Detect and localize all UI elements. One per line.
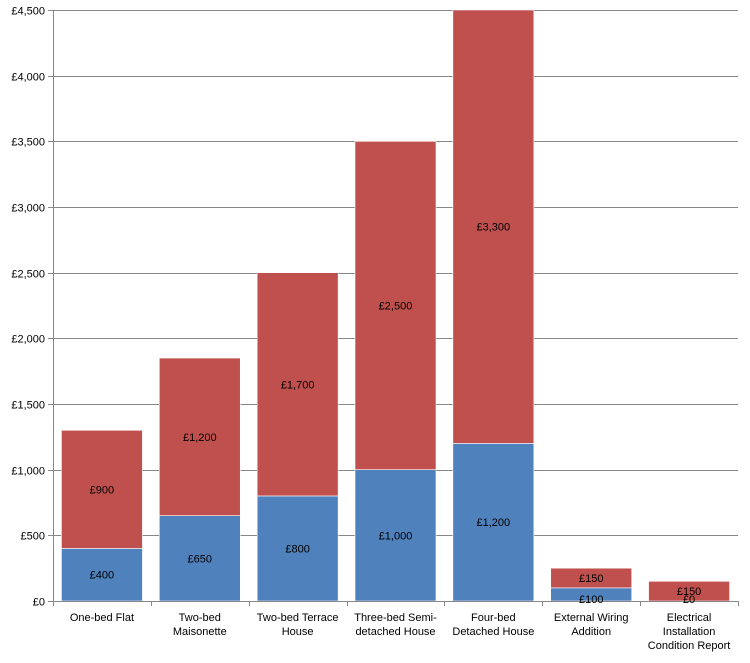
bar-segment-series-1: [452, 443, 535, 602]
x-category-label-line: Electrical: [667, 612, 712, 624]
data-label-series-2: £900: [90, 484, 114, 496]
data-label-series-1: £100: [579, 594, 603, 606]
data-label-series-1: £400: [90, 570, 114, 582]
x-category-label-line: One-bed Flat: [70, 612, 134, 624]
x-category-label: Two-bed Maisonette: [173, 612, 227, 638]
data-label-series-2: £2,500: [379, 301, 413, 313]
x-category-label-line: Installation: [663, 626, 716, 638]
data-label-series-1: £1,200: [477, 517, 511, 529]
data-label-series-2: £3,300: [477, 222, 511, 234]
y-tick-label: £4,000: [11, 72, 45, 84]
bar-segment-series-2: [452, 9, 535, 444]
y-tick-label: £4,500: [11, 6, 45, 18]
x-category-label-line: Two-bed Terrace: [257, 612, 339, 624]
y-tick-label: £1,500: [11, 400, 45, 412]
bar-segment-series-2: [550, 567, 633, 589]
data-label-series-2: £1,200: [183, 432, 217, 444]
data-label-series-2: £150: [579, 573, 603, 585]
bar-segment-series-2: [256, 272, 339, 497]
y-tick-label: £2,500: [11, 269, 45, 281]
x-category-label-line: External Wiring: [554, 612, 629, 624]
x-category-label-line: Three-bed Semi-: [354, 612, 437, 624]
y-tick-label: £3,000: [11, 203, 45, 215]
data-label-series-1: £0: [683, 594, 695, 606]
x-category-label-line: Addition: [571, 626, 611, 638]
bar-segment-series-2: [61, 429, 143, 549]
bar-segment-series-2: [354, 141, 437, 470]
x-category-label: External Wiring Addition: [554, 612, 629, 638]
bar-segment-series-1: [61, 548, 143, 602]
x-category-label-line: Condition Report: [648, 640, 731, 652]
data-label-series-1: £800: [285, 543, 309, 555]
x-category-labels: One-bed Flat Two-bed Maisonette Two-bed Ter…: [70, 612, 731, 652]
data-label-series-2: £1,700: [281, 379, 315, 391]
x-category-label-line: detached House: [355, 626, 435, 638]
x-category-label: Three-bed Semi-detached House: [354, 612, 437, 638]
x-category-label-line: House: [282, 626, 314, 638]
x-category-label-line: Four-bed: [471, 612, 516, 624]
y-tick-label: £3,500: [11, 137, 45, 149]
y-tick-label: £2,000: [11, 334, 45, 346]
x-category-label-line: Two-bed: [179, 612, 221, 624]
data-label-series-1: £1,000: [379, 530, 413, 542]
bars: [61, 9, 730, 602]
y-tick-label: £500: [21, 531, 45, 543]
x-category-label: One-bed Flat: [70, 612, 134, 624]
data-label-series-1: £650: [188, 553, 212, 565]
x-category-label-line: Maisonette: [173, 626, 227, 638]
y-tick-labels: £0 £500 £1,000 £1,500 £2,000 £2,500 £3,000 £3,5…: [11, 6, 45, 609]
x-category-label: Electrical Installation Condition Report: [648, 612, 731, 652]
y-tick-label: £0: [33, 597, 45, 609]
bar-segment-series-2: [158, 357, 241, 516]
data-labels: £400 £900 £650 £1,200 £800 £1,700 £1,000 £2,500…: [90, 222, 702, 606]
x-category-label: Two-bed Terrace House: [257, 612, 339, 638]
data-label-series-2: £150: [677, 586, 701, 598]
y-tick-label: £1,000: [11, 466, 45, 478]
x-category-label: Four-bed Detached House: [452, 612, 534, 638]
x-category-label-line: Detached House: [452, 626, 534, 638]
axes: [48, 10, 739, 606]
